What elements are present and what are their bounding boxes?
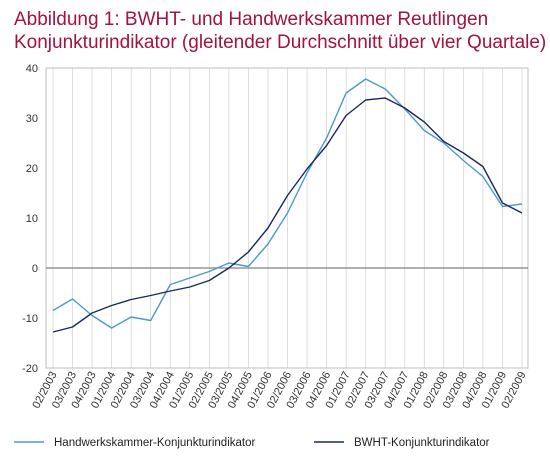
y-tick-label: -10 bbox=[22, 313, 38, 325]
y-tick-label: 40 bbox=[26, 63, 38, 75]
y-tick-label: 20 bbox=[26, 163, 38, 175]
series-lines bbox=[52, 78, 523, 333]
y-axis-tick-labels: 40 30 20 10 0 -10 -20 bbox=[22, 63, 38, 375]
x-axis-tick-labels: 02/200303/200304/200301/200402/200403/20… bbox=[30, 370, 528, 411]
y-tick-label: 0 bbox=[32, 263, 38, 275]
legend-label: BWHT-Konjunkturindikator bbox=[354, 437, 490, 449]
y-tick-label: -20 bbox=[22, 363, 38, 375]
series-line-1 bbox=[52, 78, 523, 329]
series-line-2 bbox=[52, 97, 523, 333]
grid-lines bbox=[52, 68, 523, 368]
chart-title-line-2: Konjunkturindikator (gleitender Durchsch… bbox=[14, 32, 547, 53]
plot-frame bbox=[45, 67, 529, 369]
legend-label: Handwerkskammer-Konjunkturindikator bbox=[54, 437, 255, 449]
chart-legend: Handwerkskammer-Konjunkturindikator BWHT-… bbox=[14, 437, 490, 449]
chart-axes bbox=[45, 67, 529, 369]
chart-title: Abbildung 1: BWHT- und Handwerkskammer R… bbox=[14, 8, 547, 54]
y-tick-label: 30 bbox=[26, 113, 38, 125]
chart-title-line-1: Abbildung 1: BWHT- und Handwerkskammer R… bbox=[14, 9, 489, 30]
y-tick-label: 10 bbox=[26, 213, 38, 225]
